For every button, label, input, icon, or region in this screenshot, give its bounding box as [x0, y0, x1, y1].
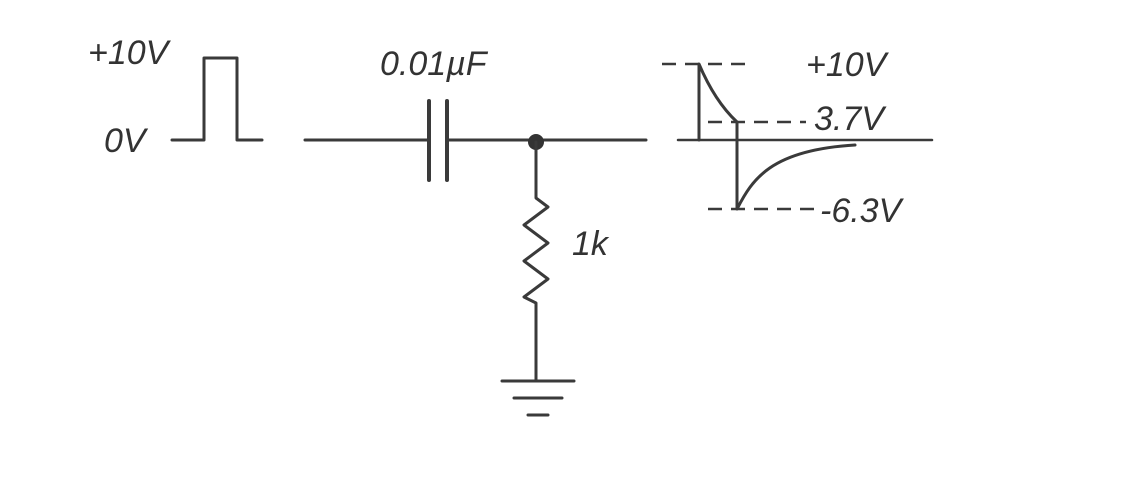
resistor-zigzag [522, 140, 550, 382]
ground-symbol [500, 379, 576, 417]
capacitor: 0.01µF [380, 45, 489, 182]
output-waveform: +10V 3.7V -6.3V [662, 46, 934, 230]
input-low-label: 0V [104, 122, 149, 160]
output-response-curve [697, 62, 857, 211]
output-high-label: +10V [806, 46, 890, 84]
output-mid-label: 3.7V [814, 100, 887, 138]
output-low-label: -6.3V [820, 192, 905, 230]
resistor-label: 1k [572, 225, 610, 263]
resistor: 1k [522, 140, 610, 382]
input-high-label: +10V [88, 34, 172, 72]
input-pulse: +10V 0V [88, 34, 264, 160]
input-pulse-waveform [170, 56, 264, 142]
capacitor-label: 0.01µF [380, 45, 489, 83]
